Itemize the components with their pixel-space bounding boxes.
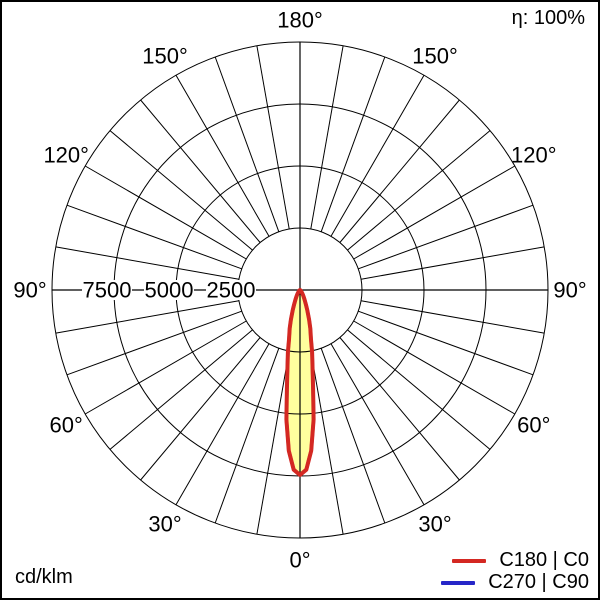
grid-spoke (347, 130, 491, 251)
radial-tick-label: 2500 (207, 278, 256, 303)
grid-spoke (175, 343, 270, 506)
grid-spoke (330, 74, 425, 237)
radial-tick-bg (144, 280, 194, 300)
grid-spoke (66, 310, 242, 376)
angle-label-120-left: 120° (43, 143, 89, 168)
grid-spoke (320, 348, 386, 524)
grid-spoke (353, 165, 516, 260)
radial-tick-label: 5000 (145, 278, 194, 303)
grid-spoke (214, 348, 280, 524)
radial-tick-label: 7500 (83, 278, 132, 303)
legend-label-c180-c0: C180 | C0 (499, 549, 589, 571)
grid-spoke (256, 45, 290, 229)
legend-label-c270-c90: C270 | C90 (488, 571, 589, 593)
legend-line-red-icon (452, 558, 487, 563)
grid-spoke (256, 351, 290, 535)
angle-label-0: 0° (289, 548, 310, 573)
angle-label-30-left: 30° (148, 511, 181, 536)
grid-spoke (84, 165, 247, 260)
grid-spoke (175, 74, 270, 237)
grid-spoke (358, 204, 534, 270)
angle-label-120-right: 120° (511, 143, 557, 168)
grid-spoke (347, 329, 491, 450)
grid-spoke (361, 300, 545, 334)
legend-line-blue-icon (441, 580, 476, 585)
grid-spoke (55, 300, 239, 334)
legend-item-c270-c90: C270 | C90 (441, 572, 589, 593)
legend-item-c180-c0: C180 | C0 (441, 550, 589, 571)
legend: C180 | C0 C270 | C90 (441, 550, 589, 593)
angle-label-90-right: 90° (553, 278, 586, 303)
grid-spoke (339, 99, 460, 243)
grid-spoke (330, 343, 425, 506)
unit-label: cd/klm (15, 566, 73, 588)
angle-label-150-right: 150° (412, 44, 458, 69)
grid-spoke (55, 246, 239, 280)
angle-label-60-left: 60° (50, 413, 83, 438)
grid-spoke (339, 337, 460, 481)
angle-label-30-right: 30° (418, 511, 451, 536)
grid-spoke (310, 45, 344, 229)
grid-spoke (109, 130, 253, 251)
grid-spoke (361, 246, 545, 280)
angle-label-180: 180° (277, 8, 323, 33)
grid-spoke (140, 99, 261, 243)
angle-label-60-right: 60° (517, 413, 550, 438)
grid-spoke (358, 310, 534, 376)
grid-spoke (320, 56, 386, 232)
radial-tick-bg (206, 280, 256, 300)
grid-spoke (310, 351, 344, 535)
grid-spoke (140, 337, 261, 481)
radial-tick-bg (82, 280, 132, 300)
angle-label-90-left: 90° (13, 278, 46, 303)
curve-c180-c0 (284, 288, 316, 477)
angle-label-150-left: 150° (142, 44, 188, 69)
grid-spoke (214, 56, 280, 232)
grid-spoke (353, 320, 516, 415)
efficiency-label: η: 100% (511, 7, 585, 29)
grid-spoke (109, 329, 253, 450)
grid-spoke (84, 320, 247, 415)
grid-spoke (66, 204, 242, 270)
